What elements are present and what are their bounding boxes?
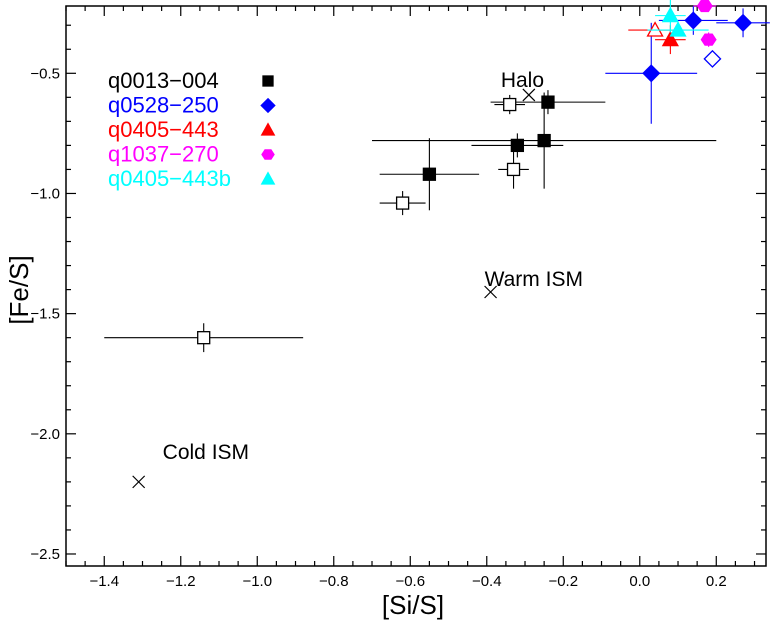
y-tick-label: −2.5 (30, 546, 60, 563)
data-point (395, 196, 410, 210)
legend-marker (262, 75, 274, 87)
data-point (684, 11, 703, 30)
x-axis-title: [Si/S] (382, 590, 444, 620)
legend-entry-label: q0405−443 (108, 117, 219, 142)
legend-entry-label: q0528−250 (108, 93, 219, 118)
reference-label: Warm ISM (485, 268, 583, 291)
data-point (661, 6, 679, 23)
reference-label: Halo (501, 69, 544, 92)
data-point (506, 162, 521, 177)
data-point (734, 13, 753, 32)
legend-marker (260, 171, 276, 185)
data-point (422, 167, 437, 181)
data-point (503, 97, 517, 112)
tick-labels: −1.4 −1.2 −1.0 −0.8 −0.6 −0.4 −0.2 0.0 0.2 −2.5 −2… (30, 65, 726, 590)
legend-marker (261, 149, 275, 160)
x-tick-label: −1.4 (89, 573, 119, 590)
legend-marker (260, 97, 276, 114)
data-point (661, 30, 679, 47)
data-point (510, 138, 525, 153)
data-point (696, 0, 713, 13)
legend-entry-label: q0405−443b (108, 166, 231, 191)
data-point (669, 21, 687, 37)
ticks (65, 6, 766, 566)
data-point (700, 33, 717, 46)
legend-entry-label: q1037−270 (108, 142, 219, 167)
data-point (703, 49, 722, 68)
reference-marker (132, 475, 146, 489)
x-tick-label: −0.2 (548, 573, 578, 590)
y-tick-label: −1.5 (30, 306, 60, 323)
reference-marker (522, 88, 536, 102)
annotations: Halo Warm ISM Cold ISM (132, 69, 583, 489)
x-tick-label: −1.2 (166, 573, 196, 590)
legend: q0013−004q0528−250q0405−443q1037−270q040… (108, 68, 276, 191)
plot-frame (65, 5, 767, 567)
x-tick-label: −1.0 (242, 573, 272, 590)
x-tick-label: 0.0 (629, 573, 650, 590)
legend-entry-label: q0013−004 (108, 68, 219, 93)
reference-label: Cold ISM (163, 441, 249, 464)
data-point (537, 133, 551, 148)
data-point (197, 331, 211, 345)
x-tick-label: 0.2 (706, 573, 727, 590)
y-tick-label: −2.0 (30, 426, 60, 443)
x-tick-label: −0.6 (395, 573, 425, 590)
reference-marker (484, 285, 498, 299)
y-tick-label: −0.5 (30, 65, 60, 82)
x-tick-label: −0.8 (319, 573, 349, 590)
x-tick-label: −0.4 (472, 573, 502, 590)
data-point (642, 64, 661, 83)
data-point (646, 21, 664, 37)
data-point (541, 95, 555, 109)
data-marks (104, 0, 770, 353)
y-tick-label: −1.0 (30, 185, 60, 202)
legend-marker (260, 122, 276, 136)
y-axis-title: [Fe/S] (4, 255, 34, 324)
